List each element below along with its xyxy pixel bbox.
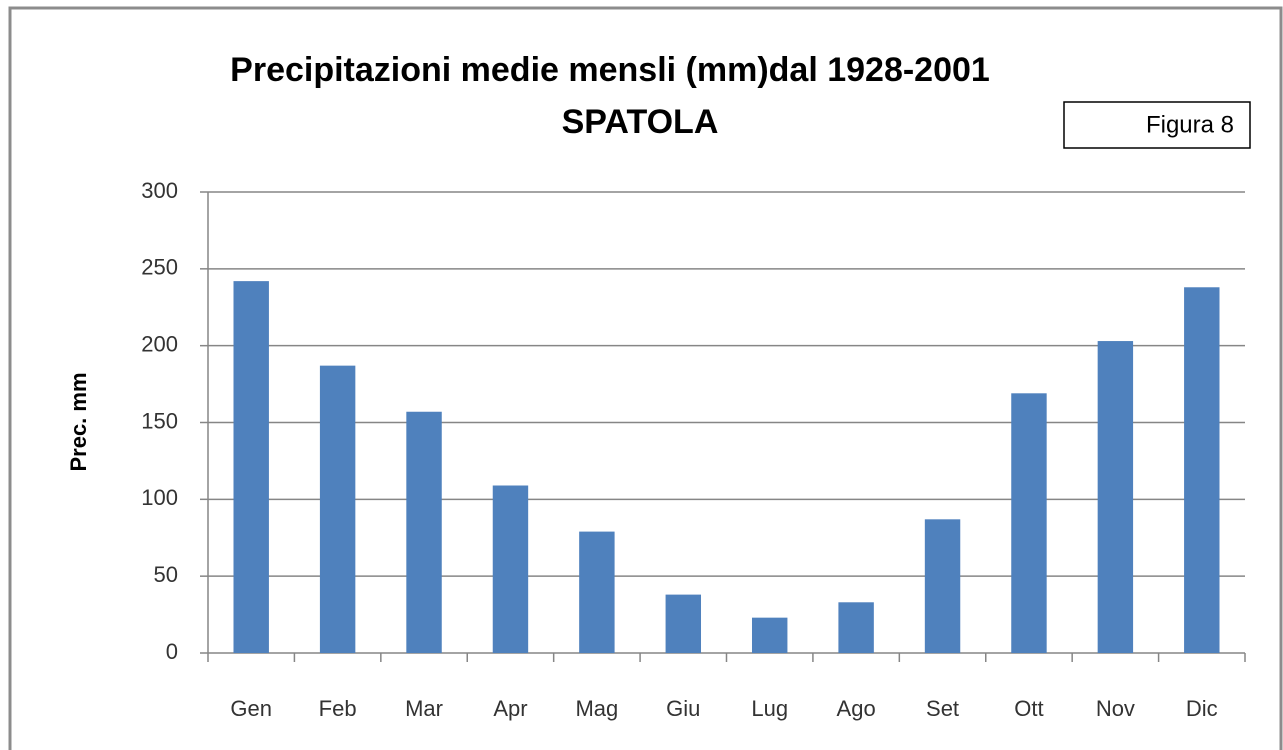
bar bbox=[1184, 287, 1220, 653]
y-tick-label: 0 bbox=[166, 639, 178, 664]
bar bbox=[665, 594, 702, 653]
annotation: Figura 8 bbox=[1146, 111, 1234, 138]
x-tick-label: Feb bbox=[319, 696, 357, 721]
bar bbox=[406, 411, 442, 653]
bar bbox=[838, 602, 874, 653]
y-tick-label: 100 bbox=[141, 485, 178, 510]
x-tick-label: Nov bbox=[1096, 696, 1135, 721]
x-tick-label: Gen bbox=[230, 696, 272, 721]
bar bbox=[233, 281, 269, 653]
chart-subtitle: SPATOLA bbox=[562, 103, 719, 141]
x-tick-label: Mag bbox=[575, 696, 618, 721]
x-tick-label: Set bbox=[926, 696, 959, 721]
y-tick-label: 50 bbox=[154, 562, 178, 587]
y-tick-label: 200 bbox=[141, 331, 178, 356]
y-axis-label: Prec. mm bbox=[66, 372, 91, 471]
bar bbox=[1011, 393, 1047, 653]
annotation-box bbox=[1063, 101, 1251, 149]
chart-title: Precipitazioni medie mensli (mm)dal 1928… bbox=[230, 51, 990, 89]
x-tick-label: Ott bbox=[1014, 696, 1043, 721]
x-tick-label: Apr bbox=[493, 696, 527, 721]
x-tick-label: Giu bbox=[666, 696, 700, 721]
y-tick-label: 300 bbox=[141, 178, 178, 203]
bar bbox=[579, 531, 615, 653]
y-tick-label: 150 bbox=[141, 408, 178, 433]
x-tick-label: Dic bbox=[1186, 696, 1218, 721]
bar bbox=[751, 617, 788, 653]
bar bbox=[319, 365, 356, 653]
bar bbox=[924, 519, 961, 653]
x-tick-label: Lug bbox=[751, 696, 788, 721]
bar bbox=[1097, 341, 1134, 653]
x-tick-label: Mar bbox=[405, 696, 443, 721]
bar bbox=[492, 485, 529, 653]
x-tick-label: Ago bbox=[837, 696, 876, 721]
y-tick-label: 250 bbox=[141, 255, 178, 280]
